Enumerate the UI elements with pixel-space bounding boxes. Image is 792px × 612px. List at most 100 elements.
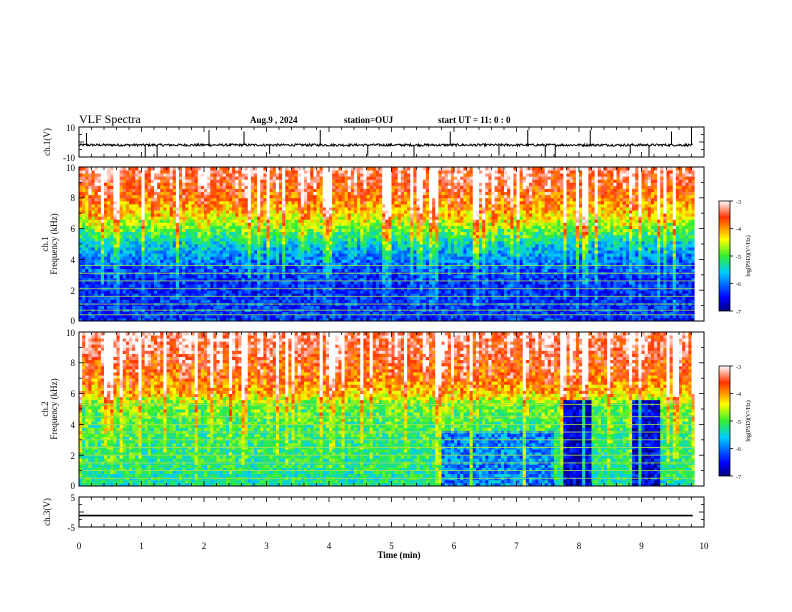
spectrogram-cell — [257, 197, 261, 202]
spectrogram-cell — [344, 305, 349, 310]
spectrogram-cell — [82, 213, 86, 217]
spectrogram-cell — [163, 317, 167, 322]
spectrogram-cell — [254, 207, 258, 211]
spectrogram-cell — [119, 293, 124, 297]
spectrogram-cell — [91, 305, 96, 310]
spectrogram-cell — [294, 185, 299, 189]
spectrogram-cell — [266, 250, 271, 254]
spectrogram-cell — [91, 167, 96, 171]
spectrogram-cell — [175, 305, 180, 310]
spectrogram-cell — [141, 231, 146, 236]
spectrogram-cell — [316, 259, 321, 263]
spectrogram-cell — [204, 203, 208, 208]
spectrogram-cell — [375, 197, 380, 202]
spectrogram-cell — [116, 200, 121, 205]
spectrogram-cell — [360, 176, 364, 180]
spectrogram-cell — [329, 259, 333, 263]
spectrogram-cell — [88, 256, 92, 260]
spectrogram-cell — [194, 179, 199, 183]
spectrogram-cell — [338, 234, 342, 239]
spectrogram-cell — [369, 284, 374, 288]
spectrogram-cell — [325, 293, 330, 297]
spectrogram-cell — [244, 225, 249, 229]
spectrogram-cell — [200, 219, 205, 223]
spectrogram-cell — [138, 253, 142, 257]
spectrogram-cell — [322, 207, 327, 211]
spectrogram-cell — [138, 296, 142, 300]
spectrogram-cell — [132, 222, 136, 226]
spectrogram-cell — [91, 244, 96, 248]
spectrogram-cell — [360, 194, 364, 199]
spectrogram-cell — [119, 203, 124, 208]
spectrogram-cell — [272, 203, 277, 208]
spectrogram-cell — [344, 268, 349, 273]
spectrogram-cell — [266, 194, 271, 199]
spectrogram-cell — [275, 203, 280, 208]
spectrogram-cell — [297, 170, 302, 174]
spectrogram-cell — [179, 203, 183, 208]
spectrogram-cell — [250, 176, 255, 180]
spectrogram-cell — [338, 296, 342, 300]
spectrogram-cell — [169, 176, 174, 180]
spectrogram-cell — [294, 231, 299, 236]
spectrogram-cell — [241, 207, 246, 211]
spectrogram-cell — [285, 185, 289, 189]
spectrogram-cell — [266, 170, 271, 174]
spectrogram-cell — [216, 256, 221, 260]
spectrogram-cell — [257, 200, 261, 205]
spectrogram-cell — [222, 274, 227, 279]
spectrogram-cell — [157, 197, 161, 202]
spectrogram-cell — [229, 284, 233, 288]
spectrogram-cell — [179, 299, 183, 303]
spectrogram-cell — [288, 210, 292, 214]
spectrogram-cell — [157, 253, 161, 257]
spectrogram-cell — [360, 200, 364, 205]
spectrogram-cell — [104, 222, 108, 226]
spectrogram-cell — [254, 234, 258, 239]
spectrogram-cell — [288, 280, 292, 285]
spectrogram-cell — [235, 296, 239, 300]
spectrogram-cell — [138, 213, 142, 217]
spectrogram-cell — [88, 179, 92, 183]
spectrogram-cell — [250, 167, 255, 171]
spectrogram-cell — [222, 219, 227, 223]
spectrogram-cell — [125, 296, 130, 300]
spectrogram-cell — [372, 203, 377, 208]
spectrogram-cell — [225, 296, 230, 300]
spectrogram-cell — [182, 247, 186, 251]
spectrogram-cell — [85, 293, 89, 297]
spectrogram-cell — [216, 170, 221, 174]
spectrogram-cell — [166, 314, 171, 319]
spectrogram-cell — [332, 197, 336, 202]
spectrogram-cell — [272, 197, 277, 202]
spectrogram-cell — [113, 234, 117, 239]
spectrogram-cell — [110, 244, 114, 248]
spectrogram-cell — [275, 179, 280, 183]
spectrogram-cell — [194, 210, 199, 214]
spectrogram-cell — [197, 317, 202, 322]
spectrogram-cell — [188, 170, 192, 174]
spectrogram-cell — [169, 240, 174, 245]
spectrogram-cell — [100, 317, 105, 322]
spectrogram-cell — [116, 188, 121, 193]
spectrogram-cell — [82, 176, 86, 180]
spectrogram-cell — [282, 284, 286, 288]
spectrogram-cell — [369, 182, 374, 186]
spectrogram-cell — [250, 293, 255, 297]
spectrogram-cell — [157, 259, 161, 263]
spectrogram-cell — [85, 256, 89, 260]
spectrogram-cell — [82, 296, 86, 300]
spectrogram-cell — [241, 191, 246, 196]
spectrogram-cell — [316, 314, 321, 319]
spectrogram-cell — [291, 207, 296, 211]
spectrogram-cell — [291, 197, 296, 202]
spectrogram-cell — [304, 185, 308, 189]
spectrogram-cell — [119, 265, 124, 270]
spectrogram-cell — [182, 167, 186, 171]
spectrogram-cell — [119, 219, 124, 223]
spectrogram-cell — [257, 265, 261, 270]
spectrogram-cell — [322, 237, 327, 242]
spectrogram-cell — [188, 179, 192, 183]
spectrogram-cell — [144, 207, 149, 211]
spectrogram-cell — [307, 274, 311, 279]
